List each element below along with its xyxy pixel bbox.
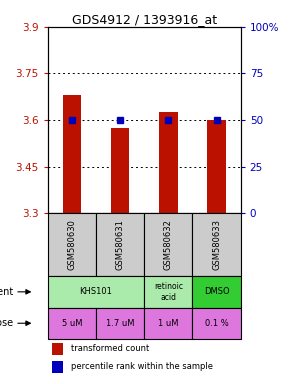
- Bar: [63, 95, 81, 214]
- Text: 1.7 uM: 1.7 uM: [106, 319, 135, 328]
- Bar: [207, 120, 226, 214]
- Text: DMSO: DMSO: [204, 287, 229, 296]
- Bar: [193, 276, 241, 308]
- Text: GSM580633: GSM580633: [212, 219, 221, 270]
- Text: 1 uM: 1 uM: [158, 319, 179, 328]
- Bar: [144, 308, 193, 339]
- Bar: [48, 276, 144, 308]
- Text: retinoic
acid: retinoic acid: [154, 282, 183, 301]
- Text: 5 uM: 5 uM: [62, 319, 82, 328]
- Bar: [96, 308, 144, 339]
- Bar: [96, 214, 144, 276]
- Bar: [52, 343, 63, 354]
- Title: GDS4912 / 1393916_at: GDS4912 / 1393916_at: [72, 13, 217, 26]
- Text: GSM580632: GSM580632: [164, 219, 173, 270]
- Bar: [144, 276, 193, 308]
- Bar: [193, 214, 241, 276]
- Text: GSM580631: GSM580631: [116, 219, 125, 270]
- Text: percentile rank within the sample: percentile rank within the sample: [71, 362, 213, 371]
- Text: transformed count: transformed count: [71, 344, 149, 353]
- Bar: [111, 128, 129, 214]
- Bar: [193, 308, 241, 339]
- Bar: [159, 113, 177, 214]
- Text: dose: dose: [0, 318, 13, 328]
- Bar: [52, 361, 63, 373]
- Text: 0.1 %: 0.1 %: [205, 319, 229, 328]
- Text: KHS101: KHS101: [80, 287, 113, 296]
- Bar: [48, 214, 96, 276]
- Text: GSM580630: GSM580630: [68, 219, 77, 270]
- Bar: [48, 308, 96, 339]
- Bar: [144, 214, 193, 276]
- Text: agent: agent: [0, 287, 13, 297]
